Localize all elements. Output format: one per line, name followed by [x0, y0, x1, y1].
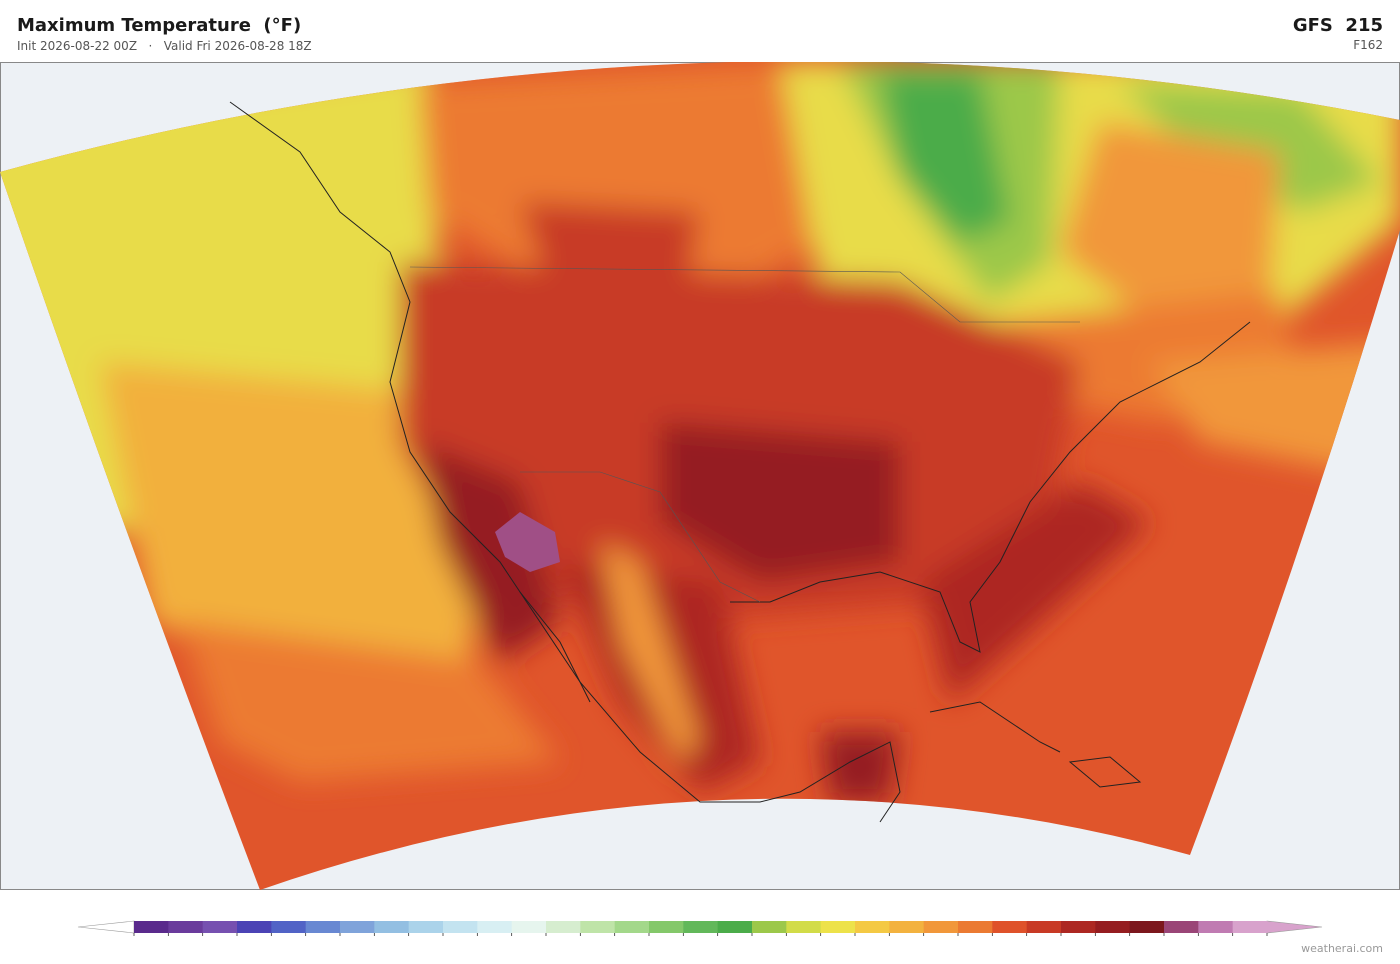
- colorbar-segment: [237, 921, 272, 933]
- map: [0, 62, 1400, 890]
- watermark: weatherai.com: [1301, 942, 1383, 955]
- colorbar-segment: [889, 921, 925, 933]
- colorbar-segment: [1095, 921, 1131, 933]
- colorbar-segment: [786, 921, 822, 933]
- colorbar-segment: [1026, 921, 1062, 933]
- colorbar-under: [77, 920, 135, 934]
- colorbar-segment: [1198, 921, 1234, 933]
- colorbar-segment: [717, 921, 753, 933]
- colorbar-segment: [958, 921, 993, 933]
- colorbar-segment: [992, 921, 1028, 933]
- colorbar-segment: [305, 921, 341, 933]
- colorbar-segment: [477, 921, 513, 933]
- colorbar-segment: [374, 921, 410, 933]
- colorbar-segment: [1232, 921, 1268, 933]
- title: Maximum Temperature (°F): [17, 15, 302, 36]
- colorbar-segment: [511, 921, 547, 933]
- colorbar-segment: [1129, 921, 1165, 933]
- subtitle: Init 2026-08-22 00Z · Valid Fri 2026-08-…: [17, 39, 312, 53]
- forecast-hour: F162: [1353, 38, 1383, 52]
- colorbar-segment: [752, 921, 787, 933]
- colorbar-segment: [546, 921, 581, 933]
- colorbar-segment: [580, 921, 616, 933]
- colorbar: −40−35−30−25−20−15−10−505101520253035404…: [77, 920, 1323, 936]
- colorbar-segment: [649, 921, 684, 933]
- colorbar-segment: [683, 921, 719, 933]
- colorbar-segment: [614, 921, 650, 933]
- colorbar-segment: [443, 921, 478, 933]
- colorbar-segment: [820, 921, 856, 933]
- borders: [409, 266, 1080, 603]
- colorbar-segment: [202, 921, 238, 933]
- coastlines: [229, 101, 1251, 823]
- colorbar-segment: [340, 921, 375, 933]
- colorbar-segment: [1061, 921, 1096, 933]
- colorbar-segment: [855, 921, 890, 933]
- colorbar-segment: [1164, 921, 1199, 933]
- model-label: GFS 215: [1292, 15, 1383, 36]
- colorbar-segment: [923, 921, 959, 933]
- colorbar-segment: [408, 921, 444, 933]
- colorbar-segment: [134, 921, 169, 933]
- colorbar-segment: [168, 921, 204, 933]
- temperature-field: [0, 62, 1400, 890]
- colorbar-segment: [271, 921, 307, 933]
- colorbar-over: [1266, 920, 1323, 934]
